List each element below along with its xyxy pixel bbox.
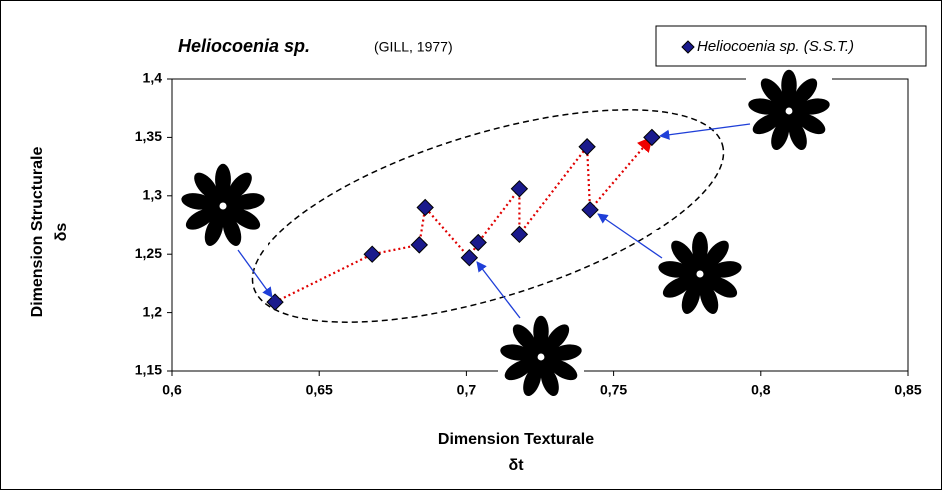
y-tick-label: 1,3 bbox=[143, 187, 163, 203]
x-axis-symbol: δt bbox=[508, 457, 524, 474]
x-axis-label: Dimension Texturale bbox=[438, 431, 594, 448]
legend bbox=[655, 25, 927, 67]
x-tick-label: 0,65 bbox=[306, 382, 333, 398]
y-tick-label: 1,2 bbox=[143, 303, 163, 319]
data-point bbox=[416, 198, 434, 217]
y-tick-label: 1,25 bbox=[135, 245, 162, 261]
pointer-arrow bbox=[476, 261, 521, 319]
pointer-arrow bbox=[658, 123, 751, 140]
y-tick-label: 1,4 bbox=[143, 70, 163, 86]
chart-subtitle: (GILL, 1977) bbox=[374, 39, 453, 55]
x-tick-label: 0,6 bbox=[162, 382, 182, 398]
data-point bbox=[643, 128, 661, 147]
data-point bbox=[578, 138, 596, 156]
data-point bbox=[266, 293, 284, 311]
x-tick-label: 0,85 bbox=[894, 382, 921, 398]
chart-title: Heliocoenia sp. bbox=[178, 36, 310, 56]
legend-label: Heliocoenia sp. (S.S.T.) bbox=[697, 38, 854, 55]
trajectory-line bbox=[274, 136, 653, 304]
data-point bbox=[469, 233, 487, 252]
x-tick-label: 0,75 bbox=[600, 382, 627, 398]
legend-marker bbox=[681, 40, 695, 54]
y-tick-label: 1,15 bbox=[135, 362, 162, 378]
data-point bbox=[410, 236, 429, 254]
x-tick-label: 0,8 bbox=[751, 382, 771, 398]
data-point bbox=[510, 180, 529, 198]
data-point bbox=[363, 245, 381, 263]
y-axis-symbol: δs bbox=[53, 223, 70, 242]
data-point bbox=[581, 201, 599, 219]
x-tick-label: 0,7 bbox=[457, 382, 477, 398]
y-tick-label: 1,35 bbox=[135, 128, 162, 144]
data-point bbox=[460, 248, 479, 267]
pointer-arrow bbox=[237, 249, 273, 298]
cluster-ellipse bbox=[251, 109, 725, 323]
pointer-arrow bbox=[597, 213, 663, 259]
y-axis-label: Dimension Structurale bbox=[29, 147, 46, 318]
data-point bbox=[510, 225, 529, 244]
